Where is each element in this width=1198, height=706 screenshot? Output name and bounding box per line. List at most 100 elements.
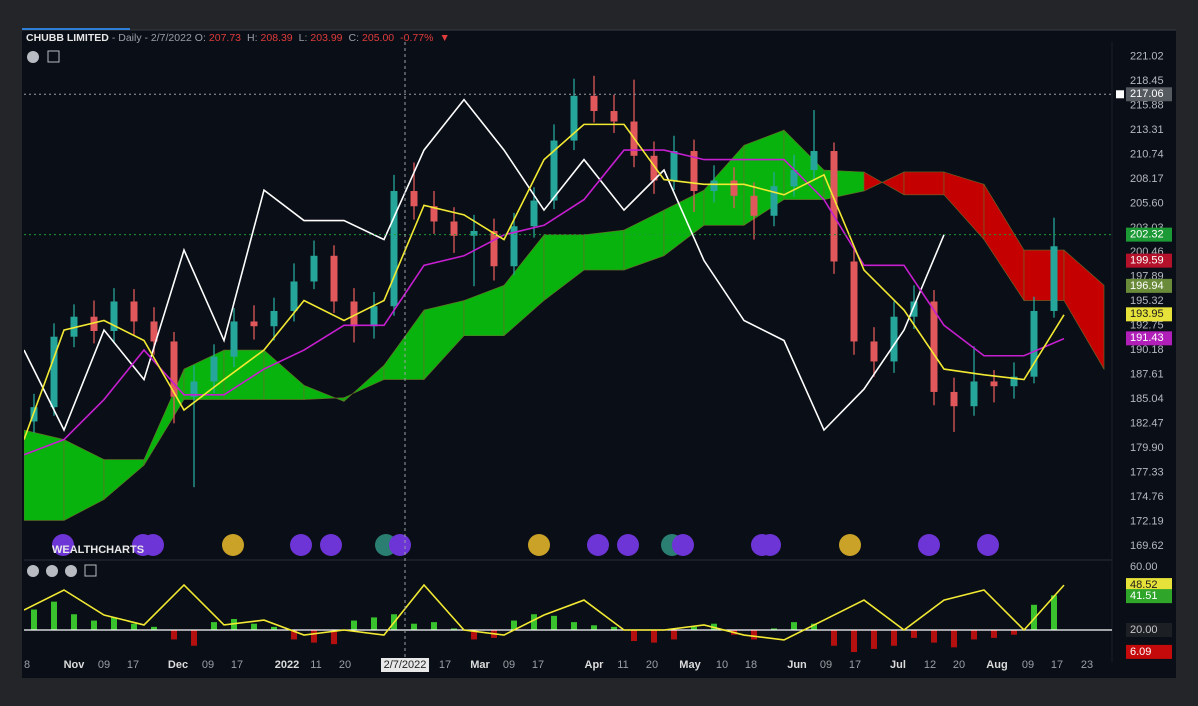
event-icon[interactable] <box>759 534 781 556</box>
candle-body <box>470 231 478 236</box>
x-tick-label: Aug <box>986 659 1007 671</box>
add-button[interactable] <box>47 50 60 63</box>
candle-body <box>1050 246 1058 311</box>
histogram-bar <box>671 629 677 640</box>
event-icon[interactable] <box>918 534 940 556</box>
event-icon[interactable] <box>222 534 244 556</box>
histogram-bar <box>311 629 317 643</box>
event-icon[interactable] <box>587 534 609 556</box>
x-tick-label: 09 <box>1022 659 1034 671</box>
cloud-segment <box>24 429 65 521</box>
event-icon[interactable] <box>617 534 639 556</box>
histogram-bar <box>71 614 77 630</box>
histogram-bar <box>791 622 797 630</box>
x-tick-label: Jul <box>890 659 906 671</box>
candle-body <box>810 151 818 171</box>
settings-button[interactable] <box>27 565 39 577</box>
candle-body <box>190 381 198 397</box>
add-button[interactable] <box>84 564 97 577</box>
y-tick-label: 177.33 <box>1130 466 1164 478</box>
collapse-button[interactable] <box>46 565 58 577</box>
candle-body <box>870 341 878 362</box>
y-tick-label: 187.61 <box>1130 369 1164 381</box>
histogram-bar <box>411 623 417 630</box>
histogram-bar <box>611 626 617 630</box>
event-icons <box>52 534 999 556</box>
event-icon[interactable] <box>142 534 164 556</box>
price-marker-label: 193.95 <box>1130 308 1164 320</box>
histogram-bar <box>51 601 57 630</box>
histogram-bar <box>351 620 357 630</box>
x-tick-label: 10 <box>716 659 728 671</box>
candle-body <box>1010 376 1018 387</box>
histogram-bar <box>871 629 877 649</box>
histogram-bar <box>631 629 637 642</box>
event-icon[interactable] <box>320 534 342 556</box>
histogram-bar <box>771 628 777 630</box>
indicator-line <box>24 149 1065 456</box>
candle-body <box>710 180 718 192</box>
x-tick-label: Jun <box>787 659 807 671</box>
candle-body <box>250 321 258 327</box>
histogram-bar <box>31 609 37 630</box>
x-tick-label: 17 <box>231 659 243 671</box>
event-icon[interactable] <box>672 534 694 556</box>
candle-body <box>550 140 558 201</box>
event-icon[interactable] <box>839 534 861 556</box>
event-icon[interactable] <box>528 534 550 556</box>
histogram-bar <box>331 629 337 645</box>
y-tick-label: 192.75 <box>1130 320 1164 332</box>
x-tick-label: 18 <box>745 659 757 671</box>
price-marker <box>1126 253 1172 268</box>
x-tick-label: 11 <box>310 659 321 671</box>
candle-body <box>90 316 98 331</box>
histogram-bar <box>691 626 697 630</box>
x-tick-label: 09 <box>98 659 110 671</box>
y-tick-label: 182.47 <box>1130 418 1164 430</box>
histogram-bar <box>891 629 897 646</box>
y-tick-label: 174.76 <box>1130 491 1164 503</box>
histogram-bar <box>591 625 597 630</box>
ohlc-value: 203.99 <box>310 32 343 44</box>
price-marker <box>1126 589 1172 604</box>
histogram-bar <box>1031 604 1037 630</box>
histogram-bar <box>91 620 97 630</box>
histogram-bar <box>571 622 577 630</box>
event-icon[interactable] <box>52 534 74 556</box>
x-tick-label: 20 <box>646 659 658 671</box>
event-icon[interactable] <box>389 534 411 556</box>
y-tick-label: 218.45 <box>1130 75 1164 87</box>
ohlc-label: C: <box>348 32 360 44</box>
oscillator-panel <box>24 583 1112 653</box>
price-marker-label: 20.00 <box>1130 624 1158 636</box>
histogram-bar <box>251 623 257 630</box>
histogram-bar <box>451 628 457 630</box>
price-marker <box>1126 644 1172 659</box>
candle-body <box>510 226 518 267</box>
cloud-segment <box>1023 249 1065 301</box>
candle-body <box>1030 310 1038 377</box>
x-tick-label: 12 <box>924 659 936 671</box>
event-icon[interactable] <box>290 534 312 556</box>
histogram-bar <box>951 629 957 648</box>
histogram-bar <box>531 614 537 630</box>
y-tick-label: 195.32 <box>1130 295 1164 307</box>
event-icon[interactable] <box>977 534 999 556</box>
expand-button[interactable] <box>65 565 77 577</box>
crosshair-x-label: 2/7/2022 <box>384 659 427 671</box>
candle-body <box>390 191 398 307</box>
y-tick-label: 205.60 <box>1130 197 1164 209</box>
settings-button[interactable] <box>27 51 39 63</box>
price-marker <box>1126 307 1172 322</box>
candle-body <box>750 195 758 216</box>
cloud-segment <box>903 171 945 196</box>
candle-body <box>930 301 938 392</box>
x-tick-label: Mar <box>470 659 490 671</box>
x-tick-label: 20 <box>953 659 965 671</box>
histogram-bar <box>851 629 857 653</box>
ohlc-label: O: <box>194 32 206 44</box>
y-tick-label: 179.90 <box>1130 442 1164 454</box>
price-panel <box>24 75 1112 521</box>
indicator-line <box>24 123 1065 440</box>
